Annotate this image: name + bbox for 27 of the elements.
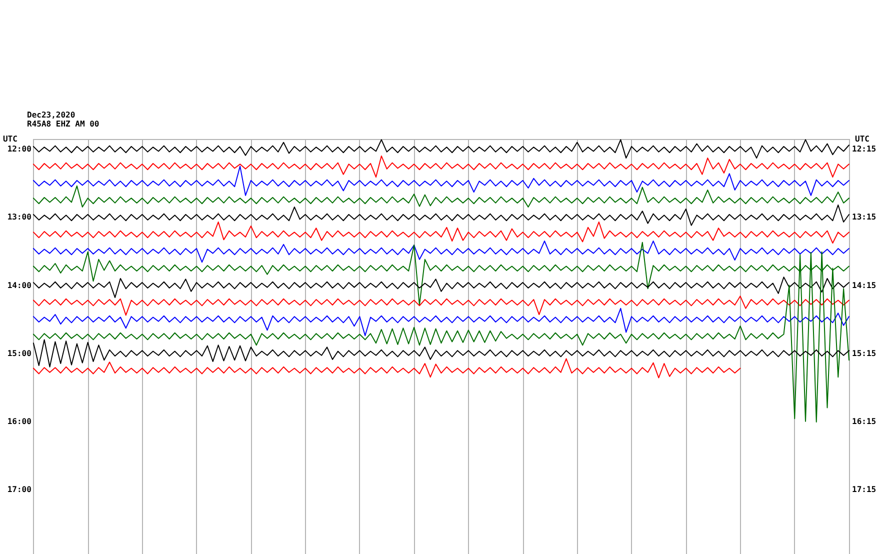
- y-tick-label: 14:00: [7, 280, 32, 290]
- chart-title: Dec23,2020: [27, 110, 76, 120]
- line-series: [32, 222, 850, 244]
- chart-subtitle: R45A8 EHZ AM 00: [27, 120, 100, 128]
- line-series: [32, 185, 850, 208]
- line-series: [32, 204, 850, 226]
- y2-tick-label: 14:15: [852, 280, 876, 290]
- line-series: [32, 276, 850, 298]
- line-series: [32, 358, 741, 378]
- line-series: [32, 339, 850, 368]
- y2-tick-label: 17:15: [852, 484, 876, 494]
- y2-tick-label: 12:15: [852, 144, 876, 154]
- y2-tick-label: 15:15: [852, 348, 876, 358]
- y-tick-label: 13:00: [7, 212, 32, 222]
- line-series: [32, 308, 850, 336]
- line-series: [32, 296, 850, 316]
- y-tick-label: 17:00: [7, 484, 32, 494]
- line-series: [32, 156, 850, 178]
- y-tick-label: 12:00: [7, 144, 32, 154]
- line-series: [32, 166, 850, 196]
- y-axis-title: UTC: [2, 134, 18, 144]
- y2-tick-label: 13:15: [852, 212, 876, 222]
- y2-tick-label: 16:15: [852, 416, 876, 426]
- y-tick-label: 16:00: [7, 416, 32, 426]
- y2-axis-title: UTC: [855, 134, 870, 144]
- y-tick-label: 15:00: [7, 348, 32, 358]
- line-series: [32, 240, 850, 263]
